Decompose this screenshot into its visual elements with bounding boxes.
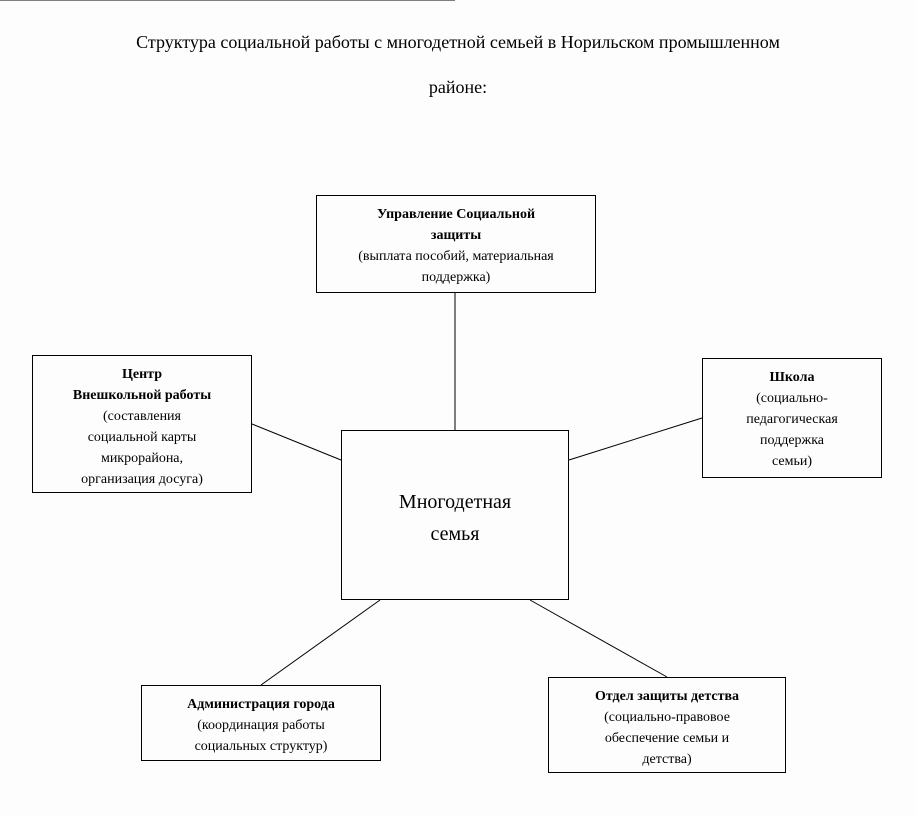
- left-bold1: Центр: [39, 364, 245, 385]
- right-line4: поддержка: [709, 430, 875, 451]
- right-line3: педагогическая: [709, 409, 875, 430]
- top-bold2: защиты: [323, 225, 589, 246]
- edge-bottom-left: [261, 600, 380, 685]
- left-line6: организация досуга): [39, 469, 245, 490]
- left-line5: микрорайона,: [39, 448, 245, 469]
- br-line2: (социально-правовое: [555, 707, 779, 728]
- diagram-container: Многодетная семья Управление Социальной …: [0, 0, 916, 816]
- edge-bottom-right: [530, 600, 667, 677]
- top-line3: (выплата пособий, материальная: [323, 246, 589, 267]
- center-line2: семья: [342, 518, 568, 550]
- left-bold2: Внешкольной работы: [39, 385, 245, 406]
- left-line4: социальной карты: [39, 427, 245, 448]
- br-line4: детства): [555, 749, 779, 770]
- right-bold1: Школа: [709, 367, 875, 388]
- node-bottom-right: Отдел защиты детства (социально-правовое…: [548, 677, 786, 773]
- top-bold1: Управление Социальной: [323, 204, 589, 225]
- edge-right: [569, 418, 702, 460]
- bl-line3: социальных структур): [148, 736, 374, 757]
- bl-bold1: Администрация города: [148, 694, 374, 715]
- br-bold1: Отдел защиты детства: [555, 686, 779, 707]
- edge-left: [252, 424, 341, 460]
- node-bottom-left: Администрация города (координация работы…: [141, 685, 381, 761]
- node-center: Многодетная семья: [341, 430, 569, 600]
- br-line3: обеспечение семьи и: [555, 728, 779, 749]
- center-line1: Многодетная: [342, 486, 568, 518]
- top-line4: поддержка): [323, 267, 589, 288]
- right-line5: семьи): [709, 451, 875, 472]
- right-line2: (социально-: [709, 388, 875, 409]
- bl-line2: (координация работы: [148, 715, 374, 736]
- node-right: Школа (социально- педагогическая поддерж…: [702, 358, 882, 478]
- node-left: Центр Внешкольной работы (составления со…: [32, 355, 252, 493]
- left-line3: (составления: [39, 406, 245, 427]
- node-top: Управление Социальной защиты (выплата по…: [316, 195, 596, 293]
